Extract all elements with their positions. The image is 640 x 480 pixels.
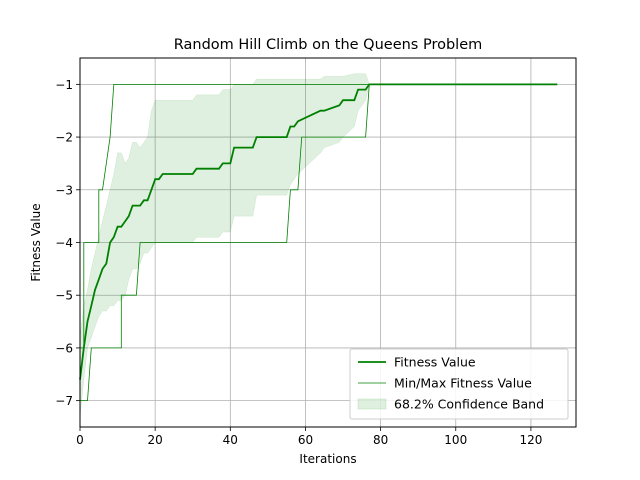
legend-label-band: 68.2% Confidence Band <box>394 397 544 412</box>
min-max-line-2 <box>80 84 558 402</box>
x-tick-label-4: 80 <box>373 433 388 447</box>
x-tick-label-1: 20 <box>148 433 163 447</box>
min-max-line-1 <box>80 84 558 349</box>
x-tick-label-2: 40 <box>223 433 238 447</box>
y-tick-label-0: −7 <box>55 394 73 408</box>
chart-title: Random Hill Climb on the Queens Problem <box>174 37 483 53</box>
x-tick-label-0: 0 <box>76 433 84 447</box>
y-tick-label-6: −1 <box>55 78 73 92</box>
y-tick-label-1: −6 <box>55 341 73 355</box>
legend: Fitness Value Min/Max Fitness Value 68.2… <box>349 348 569 420</box>
legend-swatch-band <box>357 398 387 410</box>
y-tick-label-2: −5 <box>55 289 73 303</box>
confidence-band-layer <box>79 73 370 417</box>
ticks: 0 20 40 60 80 100 120 −7 −6 −5 −4 −3 −2 −1 <box>55 78 542 447</box>
y-tick-label-4: −3 <box>55 183 73 197</box>
x-tick-label-6: 120 <box>519 433 542 447</box>
legend-box <box>349 348 569 420</box>
y-tick-label-3: −4 <box>55 236 73 250</box>
x-tick-label-3: 60 <box>298 433 313 447</box>
x-tick-label-5: 100 <box>444 433 467 447</box>
confidence-band-area <box>79 73 370 417</box>
y-tick-label-5: −2 <box>55 131 73 145</box>
y-axis-title: Fitness Value <box>29 203 43 281</box>
legend-label-fitness: Fitness Value <box>394 355 476 370</box>
series-lines-layer <box>79 83 558 402</box>
legend-label-minmax: Min/Max Fitness Value <box>394 376 532 391</box>
x-axis-title: Iterations <box>299 452 356 466</box>
fitness-value-line <box>79 83 558 380</box>
